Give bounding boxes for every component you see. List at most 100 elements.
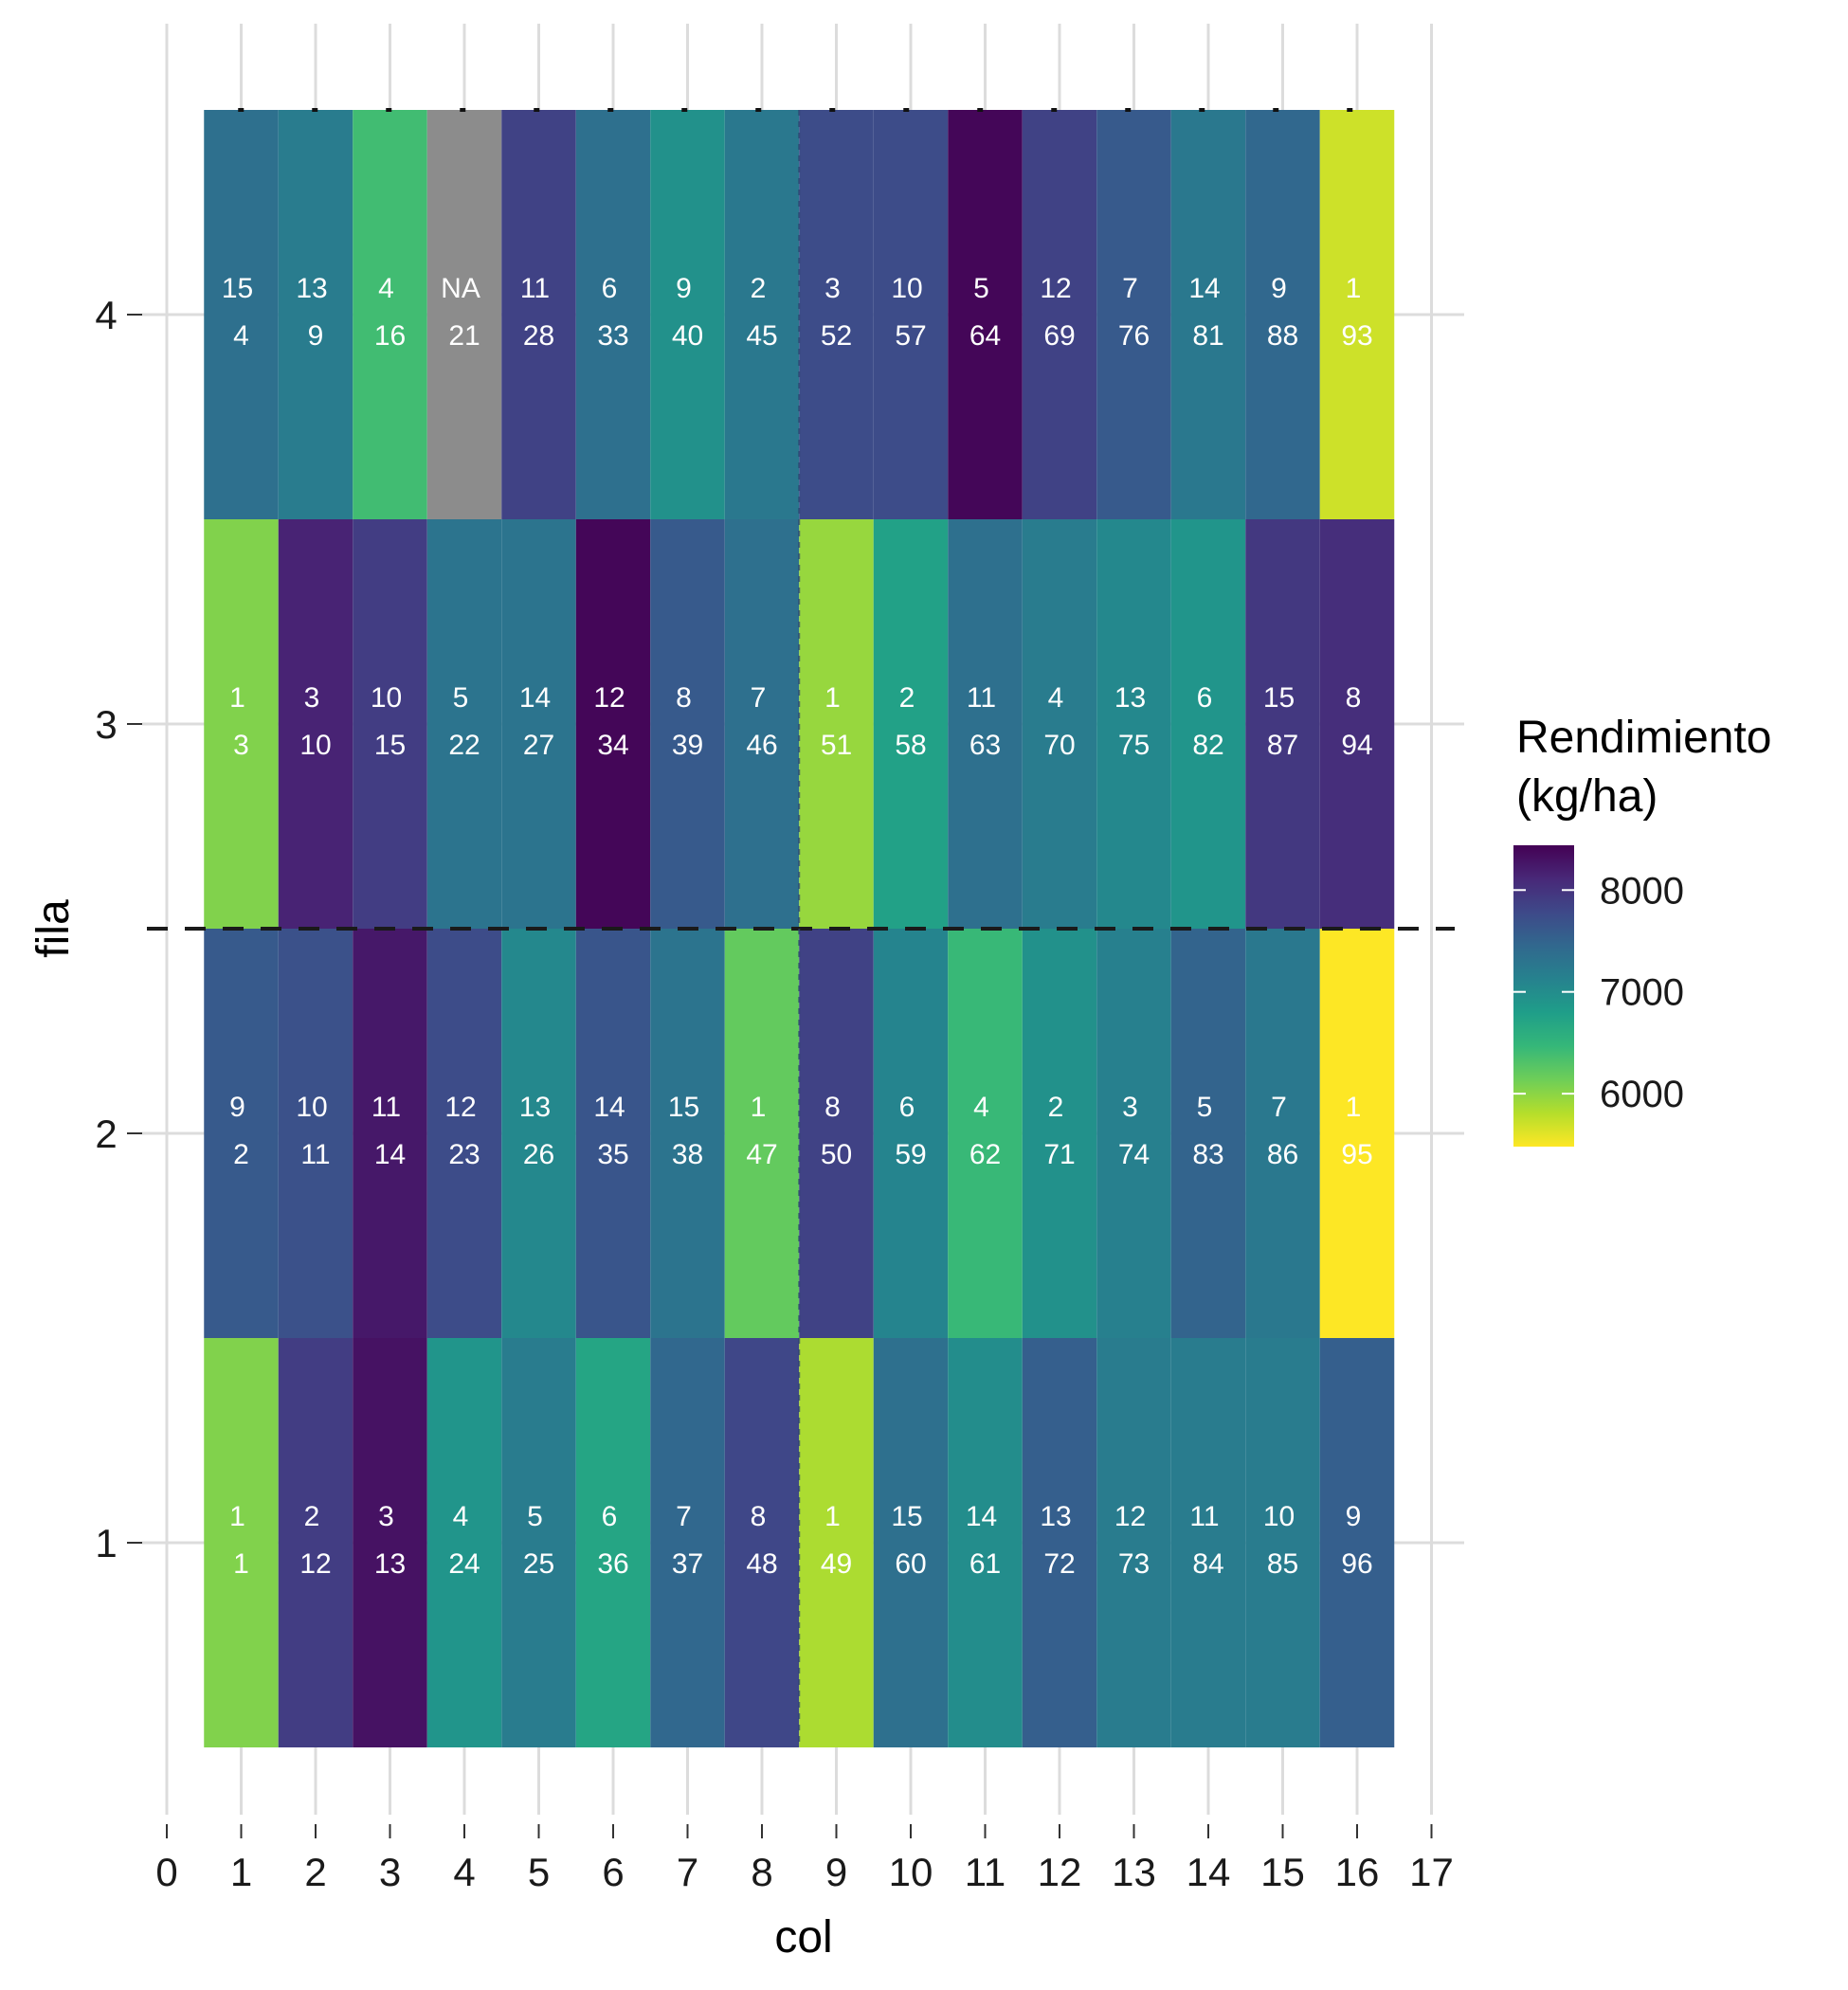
cell-label-top: 13 [296, 273, 327, 304]
heatmap-cell [278, 519, 353, 929]
cell-label-top: 4 [378, 273, 394, 304]
heatmap-cell [650, 519, 725, 929]
x-tick-label: 6 [602, 1850, 624, 1894]
cell-label-top: 13 [1040, 1501, 1071, 1532]
heatmap-cell [873, 929, 949, 1338]
heatmap-cell [1245, 929, 1320, 1338]
heatmap-cell [724, 929, 800, 1338]
cell-label-bottom: 59 [895, 1139, 926, 1170]
cell-label-bottom: 12 [299, 1548, 331, 1580]
cell-label-bottom: 33 [597, 320, 628, 352]
heatmap-cell [575, 1338, 651, 1747]
cell-label-top: 10 [371, 682, 402, 714]
x-tick-label: 7 [677, 1850, 698, 1894]
heatmap-cell [204, 519, 279, 929]
cell-label-top: 10 [1263, 1501, 1295, 1532]
cell-label-bottom: 39 [672, 730, 703, 761]
cell-label-bottom: 50 [821, 1139, 852, 1170]
cell-label-top: 8 [1346, 682, 1362, 714]
cell-label-top: 14 [966, 1501, 997, 1532]
heatmap-cell [650, 110, 725, 519]
heatmap-cells [204, 110, 1395, 1747]
x-tick-label: 2 [304, 1850, 326, 1894]
heatmap-cell [650, 1338, 725, 1747]
y-axis-title: fila [28, 899, 79, 958]
cell-label-bottom: 94 [1341, 730, 1372, 761]
cell-label-top: 12 [444, 1092, 476, 1123]
heatmap-cell [353, 519, 427, 929]
color-legend: Rendimiento (kg/ha) 8000 7000 6000 [1513, 713, 1771, 1147]
cell-label-top: 7 [676, 1501, 692, 1532]
cell-label-bottom: 75 [1118, 730, 1150, 761]
cell-label-bottom: 13 [374, 1548, 406, 1580]
heatmap-cell [948, 519, 1023, 929]
heatmap-cell [799, 110, 874, 519]
cell-label-top: 3 [1122, 1092, 1138, 1123]
x-tick-label: 13 [1112, 1850, 1156, 1894]
heatmap-cell [426, 1338, 502, 1747]
heatmap-cell [278, 1338, 353, 1747]
cell-label-top: 9 [1271, 273, 1287, 304]
cell-label-top: 7 [1271, 1092, 1287, 1123]
cell-label-top: 3 [824, 273, 841, 304]
cell-label-top: 5 [973, 273, 989, 304]
x-tick-label: 8 [751, 1850, 772, 1894]
x-tick-label: 17 [1409, 1850, 1454, 1894]
cell-label-bottom: 70 [1043, 730, 1075, 761]
cell-label-bottom: 36 [597, 1548, 628, 1580]
cell-label-top: 11 [967, 682, 996, 714]
cell-label-top: 2 [304, 1501, 320, 1532]
cell-label-bottom: 69 [1043, 320, 1075, 352]
heatmap-cell [1022, 519, 1097, 929]
cell-label-bottom: 15 [374, 730, 406, 761]
cell-label-bottom: 63 [969, 730, 1001, 761]
cell-labels: 1121231342452563673784814915601461137212… [222, 273, 1373, 1580]
cell-label-bottom: 81 [1192, 320, 1223, 352]
cell-label-top: 14 [1188, 273, 1220, 304]
cell-label-top: 15 [891, 1501, 922, 1532]
cell-label-bottom: 74 [1118, 1139, 1150, 1170]
heatmap-cell [353, 1338, 427, 1747]
cell-label-top: 14 [593, 1092, 625, 1123]
cell-label-bottom: 2 [233, 1139, 249, 1170]
cell-label-bottom: 21 [448, 320, 480, 352]
cell-label-bottom: 22 [448, 730, 480, 761]
cell-label-top: 8 [751, 1501, 767, 1532]
cell-label-bottom: 26 [523, 1139, 554, 1170]
cell-label-top: 9 [676, 273, 692, 304]
cell-label-bottom: 3 [233, 730, 249, 761]
cell-label-top: 4 [973, 1092, 989, 1123]
cell-label-top: 8 [824, 1092, 841, 1123]
cell-label-bottom: 71 [1043, 1139, 1075, 1170]
cell-label-bottom: 73 [1118, 1548, 1150, 1580]
heatmap-cell [724, 519, 800, 929]
heatmap-cell [799, 519, 874, 929]
x-tick-label: 11 [965, 1850, 1006, 1894]
heatmap-cell [1096, 519, 1171, 929]
cell-label-top: 5 [527, 1501, 543, 1532]
cell-label-bottom: 28 [523, 320, 554, 352]
cell-label-top: 11 [1189, 1501, 1219, 1532]
heatmap-cell [1022, 1338, 1097, 1747]
heatmap-cell [426, 110, 502, 519]
cell-label-top: 1 [824, 1501, 841, 1532]
x-tick-label: 9 [825, 1850, 847, 1894]
cell-label-top: 8 [676, 682, 692, 714]
cell-label-top: 1 [824, 682, 841, 714]
legend-title-line-2: (kg/ha) [1516, 771, 1658, 822]
cell-label-top: 12 [1040, 273, 1071, 304]
legend-title-line-1: Rendimiento [1516, 713, 1771, 763]
cell-label-bottom: 83 [1192, 1139, 1223, 1170]
cell-label-top: 1 [229, 1501, 245, 1532]
x-tick-label: 14 [1187, 1850, 1231, 1894]
cell-label-top: 6 [602, 273, 618, 304]
cell-label-top: 6 [602, 1501, 618, 1532]
y-tick-label: 4 [95, 293, 117, 337]
cell-label-top: 1 [751, 1092, 767, 1123]
heatmap-cell [650, 929, 725, 1338]
heatmap-cell [501, 1338, 576, 1747]
cell-label-top: 7 [751, 682, 767, 714]
cell-label-bottom: 96 [1341, 1548, 1372, 1580]
heatmap-cell [873, 519, 949, 929]
cell-label-bottom: 11 [300, 1139, 330, 1170]
